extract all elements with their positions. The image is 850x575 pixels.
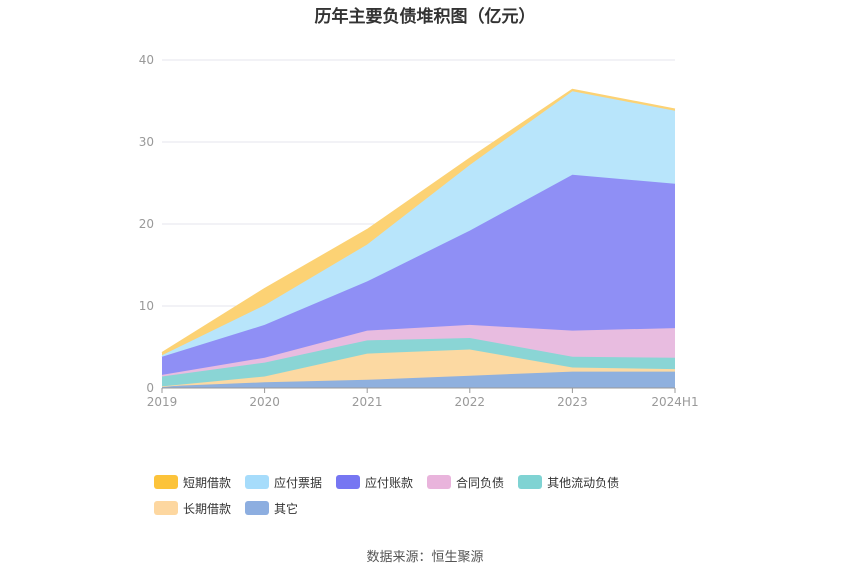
legend-item[interactable]: 长期借款 [154,500,231,516]
y-tick-label: 10 [139,299,154,313]
legend-label: 其他流动负债 [547,475,620,490]
legend-item[interactable]: 其它 [245,500,298,516]
area-其他流动负债 [162,338,675,387]
legend-item[interactable]: 其他流动负债 [518,474,619,490]
x-tick-label: 2021 [352,395,383,409]
area-edge-短期借款 [161,88,676,354]
area-长期借款 [162,349,675,387]
legend-label: 长期借款 [183,501,232,516]
y-tick-label: 40 [139,53,154,67]
axes: 2019 2020 2021 2022 2023 2024H1 [147,387,699,409]
legend-label: 其它 [274,501,299,516]
legend-item[interactable]: 应付票据 [245,474,322,490]
x-tick-label: 2022 [455,395,486,409]
legend-label: 应付账款 [365,475,414,490]
chart-title: 历年主要负债堆积图（亿元） [314,7,536,27]
x-tick-label: 2020 [249,395,280,409]
area-合同负债 [162,324,675,377]
legend-item[interactable]: 短期借款 [154,474,231,490]
source-note: 数据来源：恒生聚源 [366,550,484,565]
y-tick-label: 30 [139,135,154,149]
legend-label: 应付票据 [274,475,323,490]
area-series [161,88,676,388]
legend-item[interactable]: 合同负债 [427,474,504,490]
legend-swatch [245,475,270,489]
y-tick-label: 0 [146,381,154,395]
legend-item[interactable]: 应付账款 [336,474,413,490]
legend-swatch [518,475,543,489]
area-应付账款 [162,174,675,375]
x-tick-label: 2024H1 [651,395,698,409]
legend-label: 合同负债 [456,475,505,490]
y-tick-label: 20 [139,217,154,231]
area-其它 [162,371,675,388]
legend-swatch [154,475,178,489]
legend-swatch [427,475,452,489]
legend: 短期借款 应付票据 应付账款 合同负债 其他流动负债长期借款 其它 [154,474,714,516]
legend-swatch [154,501,178,515]
x-tick-label: 2023 [557,395,588,409]
area-短期借款 [162,89,675,356]
legend-swatch [245,501,270,515]
x-tick-label: 2019 [147,395,178,409]
legend-swatch [336,475,361,489]
legend-label: 短期借款 [183,475,232,490]
